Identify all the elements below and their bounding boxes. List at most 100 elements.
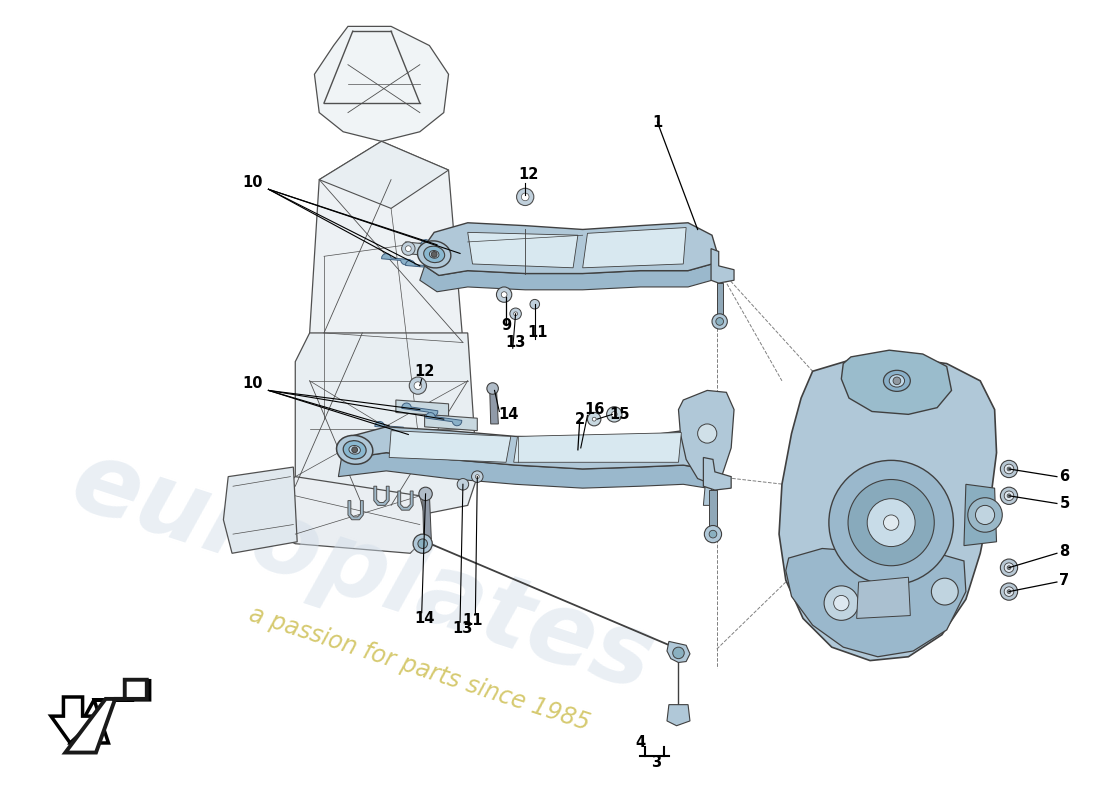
Circle shape [1000,487,1018,505]
Polygon shape [319,142,449,208]
Polygon shape [446,247,481,262]
Circle shape [419,487,432,501]
Text: 12: 12 [415,364,434,378]
Circle shape [496,287,512,302]
Polygon shape [348,501,363,520]
Text: 11: 11 [462,613,483,628]
Polygon shape [842,350,952,414]
Circle shape [530,299,540,309]
Circle shape [1008,590,1011,594]
Polygon shape [703,458,732,490]
Circle shape [352,447,358,453]
Polygon shape [710,490,717,530]
Polygon shape [339,453,707,488]
Ellipse shape [424,246,444,262]
Ellipse shape [418,241,451,268]
Polygon shape [785,549,966,657]
Circle shape [710,530,717,538]
Circle shape [1004,464,1014,474]
Circle shape [431,251,437,258]
Circle shape [514,312,517,316]
Circle shape [414,382,421,390]
Circle shape [716,318,724,326]
Text: 9: 9 [500,318,512,333]
Circle shape [976,506,994,525]
Circle shape [592,418,596,421]
Polygon shape [857,578,911,618]
Circle shape [932,578,958,605]
Polygon shape [422,222,717,275]
Polygon shape [402,403,438,416]
Circle shape [502,292,507,298]
Text: 14: 14 [498,407,519,422]
Circle shape [1004,563,1014,573]
Circle shape [521,193,529,201]
Text: 13: 13 [453,621,473,635]
Polygon shape [398,491,414,510]
Circle shape [1004,491,1014,501]
Polygon shape [65,680,146,753]
Polygon shape [396,429,425,440]
Text: 11: 11 [527,326,548,341]
Text: 13: 13 [505,335,526,350]
Circle shape [406,246,411,251]
Polygon shape [396,400,449,416]
Circle shape [510,308,521,319]
Circle shape [487,382,498,394]
Polygon shape [223,467,297,554]
Circle shape [867,498,915,546]
Text: 7: 7 [1059,573,1069,588]
Text: 10: 10 [242,175,263,190]
Circle shape [409,377,427,394]
Circle shape [968,498,1002,532]
Circle shape [428,254,435,259]
Circle shape [425,250,438,263]
Polygon shape [274,477,429,554]
Polygon shape [426,413,462,426]
Circle shape [893,377,901,385]
Circle shape [472,471,483,482]
Circle shape [570,437,592,459]
Circle shape [414,534,432,554]
Polygon shape [406,242,453,258]
Text: 6: 6 [1059,469,1069,484]
Circle shape [575,442,586,454]
Circle shape [704,526,722,542]
Polygon shape [490,389,498,424]
Polygon shape [70,681,150,743]
Polygon shape [295,333,477,515]
Circle shape [883,515,899,530]
Polygon shape [406,260,434,271]
Circle shape [829,460,954,585]
Circle shape [402,242,415,255]
Polygon shape [51,697,99,743]
Ellipse shape [429,250,439,258]
Polygon shape [389,430,510,462]
Circle shape [1000,460,1018,478]
Polygon shape [679,390,734,484]
Polygon shape [374,486,389,506]
Polygon shape [703,484,713,506]
Polygon shape [583,227,686,268]
Circle shape [418,539,428,549]
Circle shape [673,647,684,658]
Polygon shape [514,433,681,462]
Circle shape [587,413,601,426]
Polygon shape [420,264,712,292]
Ellipse shape [349,446,361,454]
Text: 14: 14 [415,611,434,626]
Polygon shape [667,705,690,726]
Circle shape [697,424,717,443]
Circle shape [1008,467,1011,471]
Polygon shape [667,642,690,662]
Text: europlates: europlates [59,433,665,712]
Ellipse shape [337,435,373,464]
Polygon shape [711,249,734,283]
Text: 8: 8 [1059,544,1069,559]
Text: 12: 12 [518,167,538,182]
Text: 1: 1 [652,114,662,130]
Text: 2: 2 [574,412,585,426]
Circle shape [834,595,849,610]
Ellipse shape [883,370,911,391]
Circle shape [1000,583,1018,600]
